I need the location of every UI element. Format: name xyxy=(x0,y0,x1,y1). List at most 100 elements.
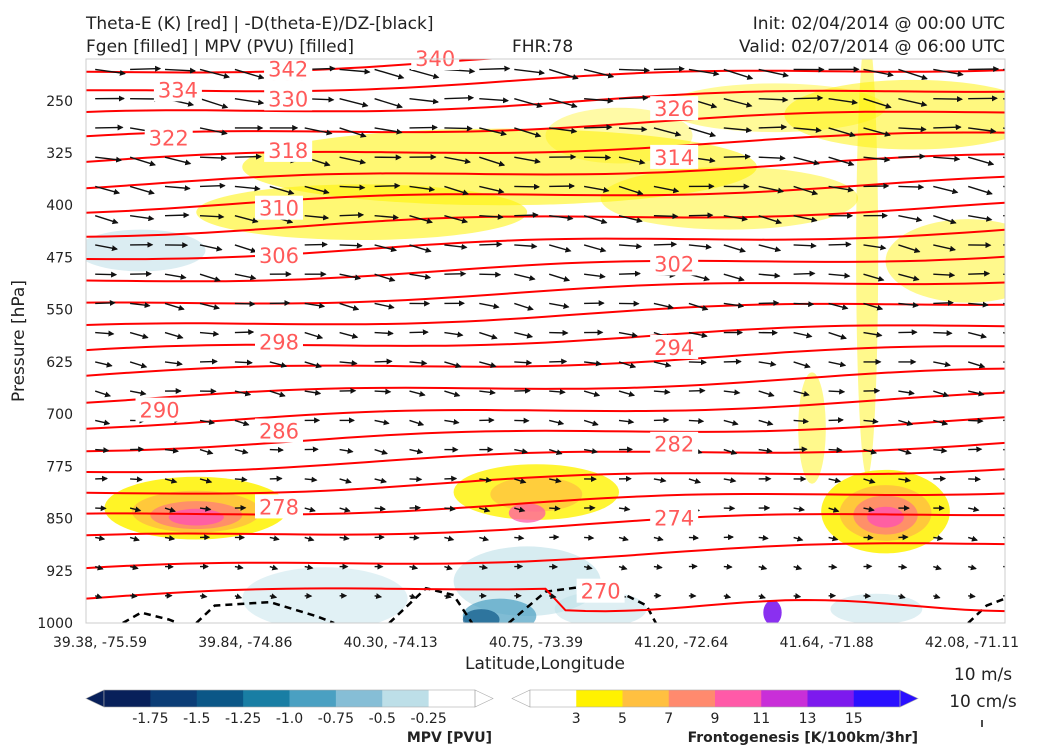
wind-vector xyxy=(758,68,789,78)
contour-label-bg xyxy=(650,144,699,169)
wind-vector xyxy=(129,390,147,397)
fgen-colorbar-tick-label: 11 xyxy=(752,711,770,727)
wind-vector xyxy=(828,417,844,424)
wind-vector xyxy=(863,244,887,251)
fgen-colorbar-title: Frontogenesis [K/100km/3hr] xyxy=(688,730,918,746)
theta-e-contour-line xyxy=(86,302,1005,326)
wind-vector xyxy=(199,273,221,282)
wind-vector xyxy=(444,125,473,132)
wind-vector xyxy=(968,417,984,424)
wind-vector xyxy=(234,273,257,281)
wind-vector xyxy=(374,302,395,310)
wind-vector xyxy=(130,215,155,222)
wind-vector xyxy=(933,124,962,131)
wind-vector xyxy=(95,361,113,368)
y-tick-label: 850 xyxy=(46,512,73,528)
wind-vector xyxy=(898,389,915,396)
wind-vector xyxy=(793,506,805,513)
wind-vector xyxy=(199,213,225,220)
wind-vector xyxy=(723,563,733,570)
wind-vector xyxy=(793,242,817,249)
y-tick-label: 1000 xyxy=(37,616,73,632)
wind-vector xyxy=(199,358,218,365)
wind-vector xyxy=(444,156,471,165)
wind-vector xyxy=(898,476,912,483)
wind-vector xyxy=(653,417,670,424)
fgen-colorbar-swatch xyxy=(853,690,901,707)
mpv-colorbar-tick-label: -1.25 xyxy=(225,711,261,727)
wind-vector xyxy=(444,564,453,571)
wind-vector xyxy=(898,126,927,133)
wind-vector xyxy=(653,535,664,542)
wind-vector xyxy=(549,388,566,395)
theta-e-contour-line xyxy=(86,59,501,74)
wind-vector xyxy=(863,448,878,455)
wind-vector xyxy=(199,419,216,425)
wind-vector xyxy=(618,505,631,512)
wind-vector xyxy=(933,564,942,571)
wind-vector xyxy=(95,244,118,252)
field-blob xyxy=(462,609,500,623)
stability-contour xyxy=(507,585,657,623)
wind-vector xyxy=(94,564,104,571)
wind-vector xyxy=(898,563,908,570)
wind-vector xyxy=(898,98,928,107)
wind-vector xyxy=(339,302,360,311)
contour-label-bg xyxy=(650,431,699,456)
wind-vector xyxy=(479,241,503,248)
wind-vector xyxy=(130,65,162,72)
field-blob xyxy=(86,229,206,272)
wind-vector xyxy=(549,419,565,426)
theta-e-contour-line xyxy=(86,345,1005,377)
wind-vector xyxy=(723,215,748,222)
wind-vector xyxy=(723,477,737,484)
wind-vector xyxy=(793,361,811,369)
wind-vector xyxy=(828,477,842,484)
theta-e-contour-line xyxy=(86,89,1005,113)
wind-vector xyxy=(828,302,849,311)
wind-vector xyxy=(548,68,579,80)
mpv-colorbar-tick-label: -0.5 xyxy=(369,711,396,727)
wind-vector xyxy=(933,447,948,454)
wind-vector xyxy=(688,359,707,366)
wind-vector xyxy=(618,390,636,397)
wind-vector xyxy=(653,185,680,194)
contour-label-bg xyxy=(650,505,699,530)
wind-vector xyxy=(234,359,253,366)
wind-vector xyxy=(723,127,753,134)
wind-vector xyxy=(653,213,679,220)
wind-vector xyxy=(409,98,439,105)
wind-vector xyxy=(618,418,635,425)
x-tick-label: 40.75, -73.39 xyxy=(489,635,583,651)
wind-vector xyxy=(339,506,351,513)
wind-vector xyxy=(129,361,148,369)
wind-vector xyxy=(583,564,593,571)
wind-vector xyxy=(758,96,789,103)
wind-vector xyxy=(304,185,330,195)
wind-vector xyxy=(164,506,176,513)
wind-vector xyxy=(723,273,745,282)
wind-vector xyxy=(723,153,751,160)
mpv-colorbar-extend-high xyxy=(474,689,494,708)
wind-vector xyxy=(828,241,852,248)
wind-vector xyxy=(758,215,783,225)
wind-vector xyxy=(95,419,111,426)
wind-vector xyxy=(583,448,598,454)
contour-label-bg xyxy=(411,46,460,70)
wind-vector xyxy=(164,535,176,542)
wind-vector xyxy=(339,156,367,165)
title-line-1: Theta-E (K) [red] | -D(theta-E)/DZ-[blac… xyxy=(86,14,434,34)
wind-vector xyxy=(129,156,156,167)
wind-vector xyxy=(409,419,425,427)
wind-vector xyxy=(164,302,185,311)
wind-vector xyxy=(234,244,257,254)
wind-vector xyxy=(304,476,318,483)
wind-vector xyxy=(444,361,462,369)
fgen-colorbar-tick-label: 9 xyxy=(711,711,720,727)
wind-vector xyxy=(479,389,496,396)
fgen-colorbar-extend-high xyxy=(899,689,919,708)
wind-vector xyxy=(339,477,352,484)
wind-vector xyxy=(269,564,279,571)
fgen-colorbar-tick-label: 15 xyxy=(845,711,863,727)
wind-vector xyxy=(95,535,106,542)
